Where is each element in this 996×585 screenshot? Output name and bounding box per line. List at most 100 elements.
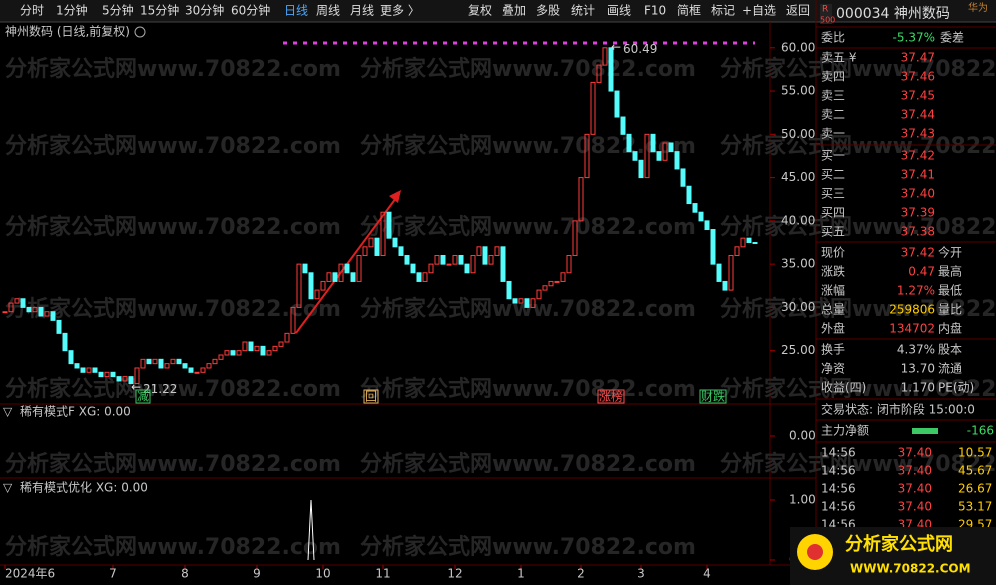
logo-url: WWW.70822.COM <box>850 562 971 576</box>
book-price: 37.42 <box>901 149 935 163</box>
candle <box>662 142 668 161</box>
y-tick-label: 35.00 <box>781 257 815 271</box>
candle <box>722 280 728 291</box>
toolbar-item[interactable]: 多股 <box>536 4 560 18</box>
candle <box>170 358 176 365</box>
book-label: 买二 <box>821 168 845 182</box>
candle <box>314 289 320 300</box>
title-dropdown[interactable] <box>134 26 146 38</box>
toolbar-item[interactable]: F10 <box>644 4 666 18</box>
toolbar-item[interactable]: 15分钟 <box>140 3 179 18</box>
watermark: 分析家公式网www.70822.com <box>720 451 996 477</box>
toolbar-item[interactable]: 简框 <box>677 4 701 18</box>
x-tick-label: 12 <box>447 567 462 581</box>
watermark: 分析家公式网www.70822.com <box>360 451 696 477</box>
watermark: 分析家公式网www.70822.com <box>360 534 696 560</box>
label: 委比 <box>821 31 845 45</box>
candle <box>590 81 596 135</box>
book-price: 37.40 <box>901 187 935 201</box>
y-tick-label: 45.00 <box>781 170 815 184</box>
candle <box>218 354 224 360</box>
candle <box>356 254 362 282</box>
candle <box>692 203 698 213</box>
watermark: 分析家公式网www.70822.com <box>720 56 996 82</box>
book-label: 卖四 <box>821 70 845 84</box>
toolbar-item[interactable]: 月线 <box>350 4 374 18</box>
candle <box>242 341 248 352</box>
fund-value: 13.70 <box>901 362 935 376</box>
toolbar-item[interactable]: 周线 <box>316 4 340 18</box>
candle <box>674 151 680 170</box>
toolbar-item[interactable]: +自选 <box>742 4 776 18</box>
book-price: 37.47 <box>901 51 935 65</box>
toolbar-item[interactable]: 30分钟 <box>185 3 224 18</box>
candle <box>506 280 512 300</box>
trade-time: 14:56 <box>821 482 856 496</box>
candle <box>230 350 236 356</box>
watermark: 分析家公式网www.70822.com <box>5 376 341 402</box>
badge-sub: 500 <box>820 16 835 25</box>
x-tick-label: 2 <box>577 567 585 581</box>
toolbar-item[interactable]: 1分钟 <box>56 3 88 18</box>
toolbar-item[interactable]: 标记 <box>711 4 735 18</box>
candle <box>380 211 386 256</box>
toolbar-item[interactable]: 统计 <box>571 4 595 18</box>
candle <box>488 254 494 265</box>
candle <box>728 254 734 291</box>
candle <box>8 302 14 313</box>
candle <box>446 263 452 266</box>
candle <box>2 311 8 314</box>
candle <box>434 254 440 265</box>
candle <box>98 371 104 378</box>
net-bar <box>912 428 938 434</box>
watermark: 分析家公式网www.70822.com <box>5 534 341 560</box>
candle <box>80 367 86 373</box>
stat-value: 134702 <box>889 322 935 336</box>
fund-label: 股本 <box>938 343 962 357</box>
toolbar-item[interactable]: 5分钟 <box>102 3 134 18</box>
fund-label: PE(动) <box>938 381 974 395</box>
extreme-arrow: ← <box>131 380 141 394</box>
candle <box>458 254 464 265</box>
candle <box>398 246 404 256</box>
toolbar-item[interactable]: 60分钟 <box>231 3 270 18</box>
candle <box>38 306 44 317</box>
candle <box>476 246 482 256</box>
candle <box>392 237 398 248</box>
trade-price: 37.40 <box>898 482 932 496</box>
x-tick-label: 1 <box>517 567 525 581</box>
candle <box>404 254 410 265</box>
toolbar-item[interactable]: 返回 <box>786 4 810 18</box>
y-tick-label: 40.00 <box>781 213 815 227</box>
candle <box>260 345 266 356</box>
book-price: 37.43 <box>901 127 935 141</box>
candle <box>554 280 560 283</box>
toolbar-item[interactable]: 更多 〉 <box>380 4 420 18</box>
candle <box>14 298 20 304</box>
candle <box>440 254 446 265</box>
signal-spike <box>307 499 315 561</box>
toolbar-item[interactable]: 叠加 <box>502 4 526 18</box>
watermark: 分析家公式网www.70822.com <box>360 214 696 240</box>
candle <box>146 358 152 365</box>
candle <box>134 367 140 385</box>
candle <box>44 311 50 317</box>
toolbar-bg <box>0 0 996 22</box>
candle <box>290 306 296 334</box>
candle <box>86 367 92 373</box>
badge: R <box>822 5 828 15</box>
arrow-head <box>389 190 401 203</box>
y-tick-label: 1.00 <box>789 493 816 507</box>
tag: 回 <box>365 390 377 404</box>
stat-value: 37.42 <box>901 246 935 260</box>
toolbar-item[interactable]: 复权 <box>468 4 492 18</box>
toolbar-item[interactable]: 画线 <box>607 4 631 18</box>
logo-title: 分析家公式网 <box>845 533 953 555</box>
candle <box>182 363 188 369</box>
toolbar-item[interactable]: 日线 <box>284 4 308 18</box>
candle <box>542 285 548 291</box>
toolbar-item[interactable]: 分时 <box>20 4 44 18</box>
candle <box>566 254 572 274</box>
